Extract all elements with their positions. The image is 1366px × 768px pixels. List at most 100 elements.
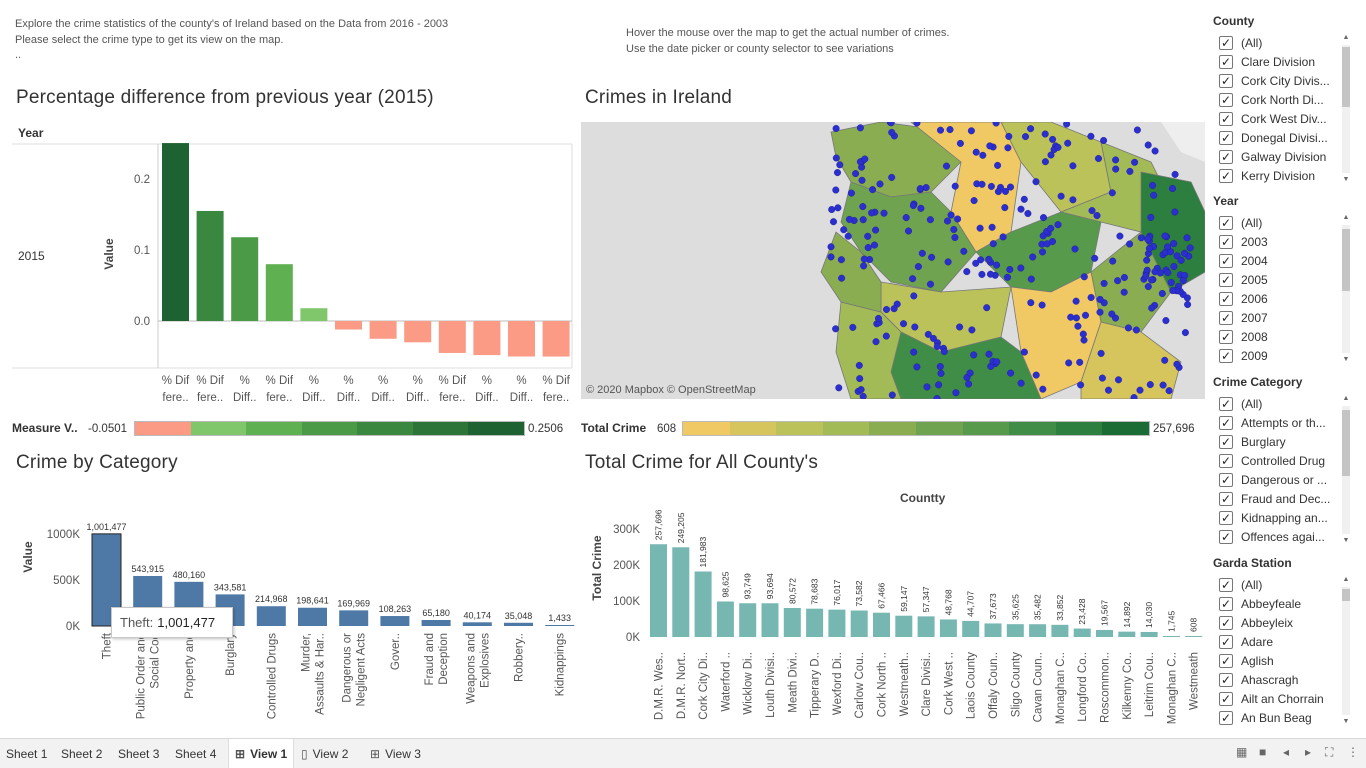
garda-station-dot[interactable] [876, 180, 884, 188]
garda-station-dot[interactable] [852, 170, 860, 178]
garda-station-dot[interactable] [1147, 213, 1155, 221]
garda-station-dot[interactable] [855, 361, 863, 369]
garda-station-dot[interactable] [827, 253, 835, 261]
checkbox-checked-icon[interactable]: ✓ [1219, 634, 1233, 649]
garda-station-dot[interactable] [849, 323, 857, 331]
county-filter-item[interactable]: ✓ Cork North Di... [1219, 90, 1337, 109]
cat-bar[interactable] [339, 610, 369, 626]
garda-station-dot[interactable] [1167, 278, 1175, 286]
county-bar[interactable] [694, 571, 712, 637]
checkbox-checked-icon[interactable]: ✓ [1219, 215, 1233, 230]
garda-station-dot[interactable] [1150, 191, 1158, 199]
garda-station-dot[interactable] [1020, 348, 1028, 356]
garda-station-dot[interactable] [1151, 147, 1159, 155]
garda-station-dot[interactable] [838, 274, 846, 282]
checkbox-checked-icon[interactable]: ✓ [1219, 415, 1233, 430]
cat-bar[interactable] [298, 607, 327, 626]
garda-station-dot[interactable] [1170, 240, 1178, 248]
category-scrollbar[interactable]: ▲ ▼ [1342, 395, 1350, 544]
checkbox-checked-icon[interactable]: ✓ [1219, 92, 1233, 107]
county-bar[interactable] [1096, 629, 1113, 637]
garda-station-dot[interactable] [1017, 264, 1025, 272]
checkbox-checked-icon[interactable]: ✓ [1219, 596, 1233, 611]
garda-station-dot[interactable] [833, 169, 841, 177]
garda-station-dot[interactable] [859, 203, 867, 211]
garda-station-dot[interactable] [1148, 276, 1156, 284]
garda-station-dot[interactable] [871, 241, 879, 249]
garda-station-dot[interactable] [1057, 192, 1065, 200]
category-filter-item[interactable]: ✓ Kidnapping an... [1219, 508, 1337, 527]
station-filter-item[interactable]: ✓ Abbeylеix [1219, 613, 1337, 632]
garda-station-dot[interactable] [864, 244, 872, 252]
category-filter-item[interactable]: ✓ Fraud and Dec... [1219, 489, 1337, 508]
garda-station-dot[interactable] [926, 216, 934, 224]
garda-station-dot[interactable] [1040, 214, 1048, 222]
garda-station-dot[interactable] [943, 162, 951, 170]
garda-station-dot[interactable] [937, 126, 945, 134]
garda-station-dot[interactable] [1186, 244, 1194, 252]
next-sheet-icon[interactable]: ▸ [1305, 745, 1312, 759]
county-bar[interactable] [1029, 624, 1047, 637]
garda-station-dot[interactable] [828, 205, 836, 213]
garda-station-dot[interactable] [1077, 381, 1085, 389]
garda-station-dot[interactable] [1116, 232, 1124, 240]
garda-station-dot[interactable] [1173, 360, 1181, 368]
garda-station-dot[interactable] [1171, 170, 1179, 178]
pct-bar[interactable] [265, 264, 293, 321]
garda-station-dot[interactable] [987, 270, 995, 278]
garda-station-dot[interactable] [1126, 167, 1134, 175]
county-filter-item[interactable]: ✓ Clare Division [1219, 52, 1337, 71]
garda-station-dot[interactable] [1007, 183, 1015, 191]
garda-station-dot[interactable] [951, 233, 959, 241]
garda-station-dot[interactable] [864, 232, 872, 240]
checkbox-checked-icon[interactable]: ✓ [1219, 310, 1233, 325]
garda-station-dot[interactable] [1171, 208, 1179, 216]
garda-station-dot[interactable] [1181, 329, 1189, 337]
garda-station-dot[interactable] [1041, 130, 1049, 138]
garda-station-dot[interactable] [988, 223, 996, 231]
garda-station-dot[interactable] [890, 305, 898, 313]
station-filter-item[interactable]: ✓ Abbeyfeale [1219, 594, 1337, 613]
garda-station-dot[interactable] [1087, 132, 1095, 140]
garda-station-dot[interactable] [1112, 156, 1120, 164]
station-filter-item[interactable]: ✓ An Bun Beag [1219, 708, 1337, 727]
year-filter-item[interactable]: ✓ 2005 [1219, 270, 1337, 289]
garda-station-dot[interactable] [987, 182, 995, 190]
garda-station-dot[interactable] [1032, 371, 1040, 379]
county-bar[interactable] [1006, 624, 1024, 637]
garda-station-dot[interactable] [1149, 181, 1157, 189]
garda-station-dot[interactable] [1108, 310, 1116, 318]
crime-map[interactable]: © 2020 Mapbox © OpenStreetMap [581, 122, 1205, 399]
garda-station-dot[interactable] [829, 218, 837, 226]
garda-station-dot[interactable] [1126, 240, 1134, 248]
checkbox-checked-icon[interactable]: ✓ [1219, 577, 1233, 592]
garda-station-dot[interactable] [922, 184, 930, 192]
station-filter-item[interactable]: ✓ Adare [1219, 632, 1337, 651]
garda-station-dot[interactable] [1082, 311, 1090, 319]
checkbox-checked-icon[interactable]: ✓ [1219, 691, 1233, 706]
garda-station-dot[interactable] [937, 369, 945, 377]
garda-station-dot[interactable] [1143, 256, 1151, 264]
county-filter-item[interactable]: ✓ Cork City Divis... [1219, 71, 1337, 90]
garda-station-dot[interactable] [888, 128, 896, 136]
garda-station-dot[interactable] [860, 255, 868, 263]
garda-station-dot[interactable] [1001, 204, 1009, 212]
garda-station-dot[interactable] [910, 292, 918, 300]
garda-station-dot[interactable] [1032, 178, 1040, 186]
garda-station-dot[interactable] [909, 201, 917, 209]
county-bar[interactable] [1073, 628, 1091, 637]
cat-bar[interactable] [380, 616, 410, 626]
garda-station-dot[interactable] [916, 185, 924, 193]
garda-station-dot[interactable] [977, 256, 985, 264]
garda-station-dot[interactable] [1007, 369, 1015, 377]
cat-bar[interactable] [256, 606, 286, 626]
garda-station-dot[interactable] [905, 227, 913, 235]
garda-station-dot[interactable] [875, 314, 883, 322]
garda-station-dot[interactable] [1096, 295, 1104, 303]
checkbox-checked-icon[interactable]: ✓ [1219, 453, 1233, 468]
garda-station-dot[interactable] [954, 215, 962, 223]
pct-chart[interactable]: 0.0 0.1 0.2 Value % Dif fere.. % Dif fere..% Dif… [0, 138, 580, 408]
garda-station-dot[interactable] [1170, 262, 1178, 270]
cat-bar[interactable] [504, 622, 533, 626]
category-filter-item[interactable]: ✓ Attempts or th... [1219, 413, 1337, 432]
